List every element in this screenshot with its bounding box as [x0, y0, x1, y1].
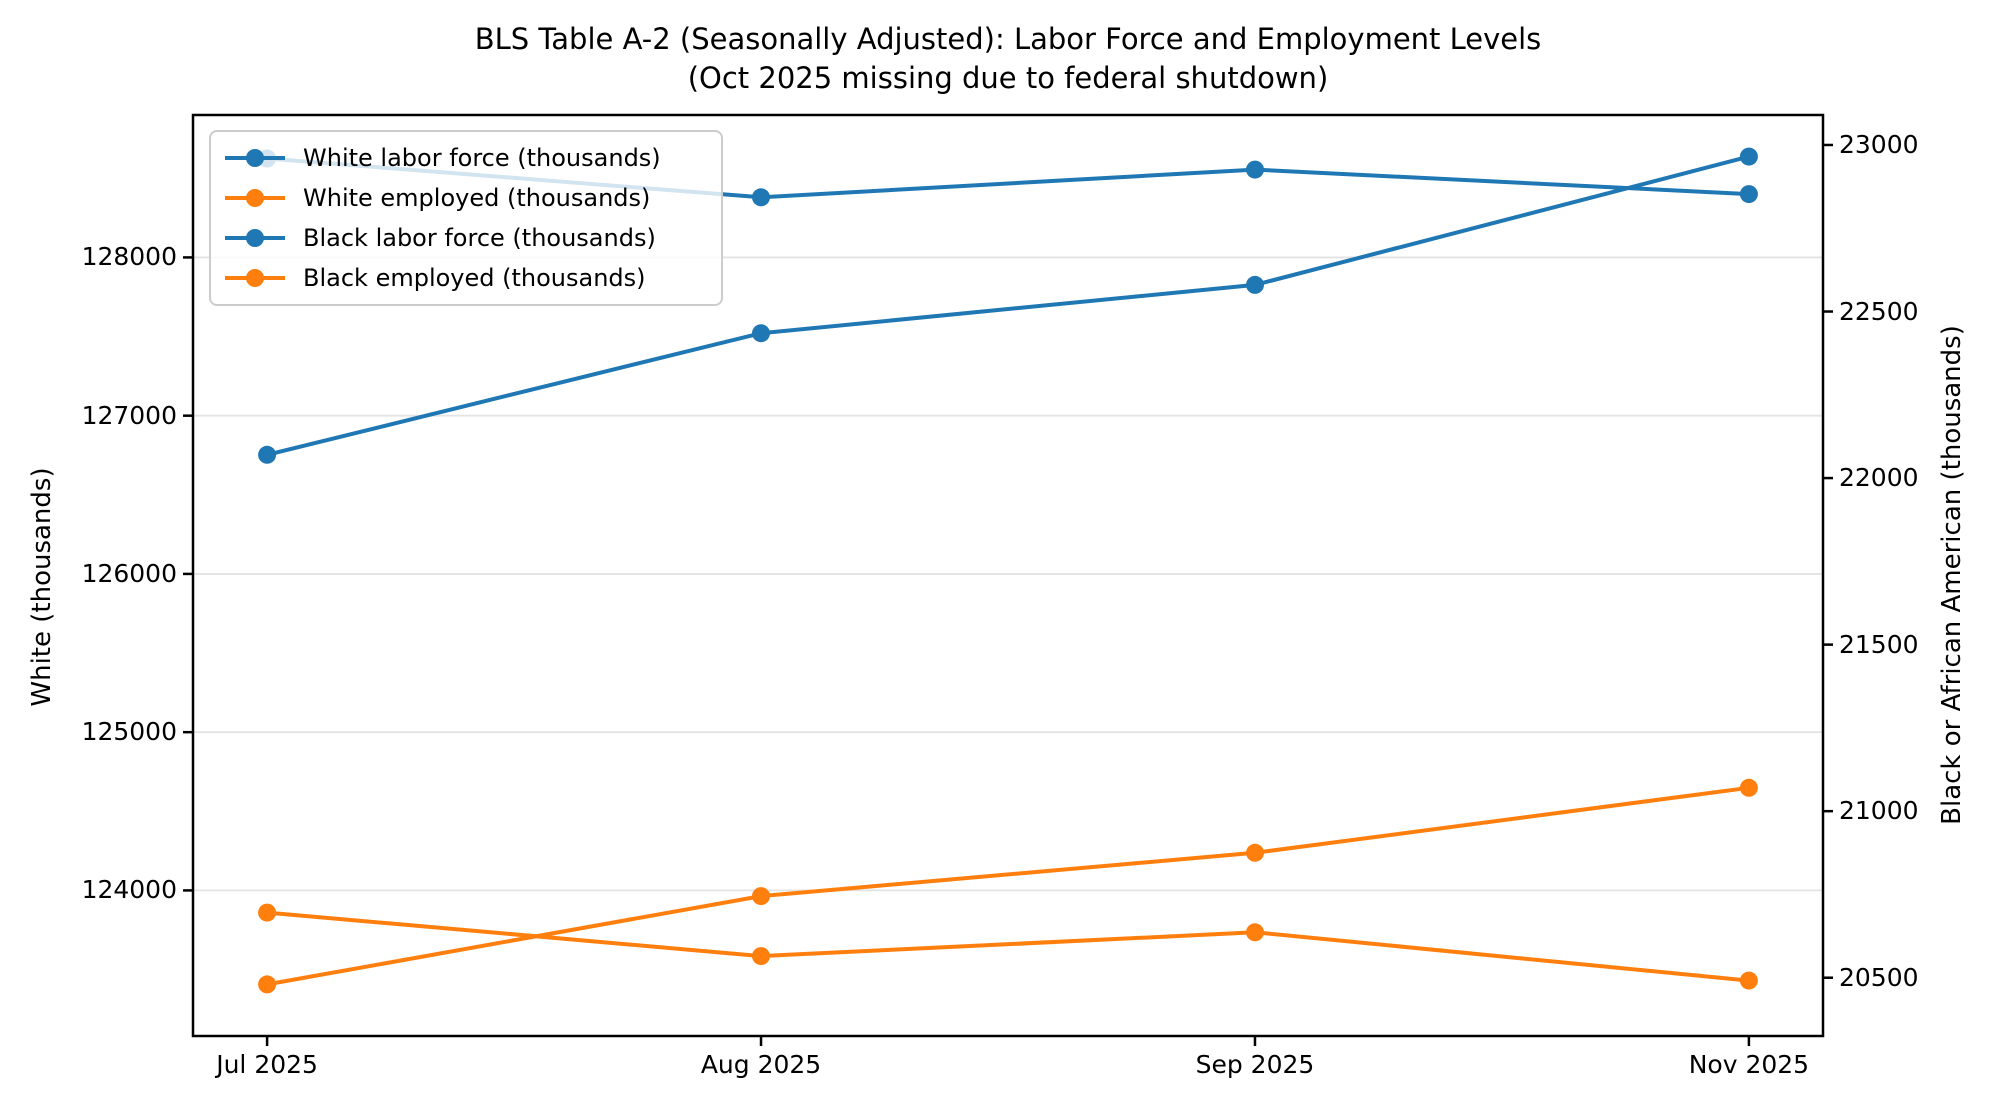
chart-title-line1: BLS Table A-2 (Seasonally Adjusted): Lab… [474, 22, 1542, 56]
y-left-tick-label: 124000 [81, 875, 177, 905]
legend-item-white-labor-force: White labor force (thousands) [223, 144, 709, 172]
legend-item-label: Black labor force (thousands) [303, 224, 656, 252]
series-line [265, 785, 1751, 987]
y-right-tick-label: 21500 [1839, 629, 1919, 659]
y-left-tick-label: 128000 [81, 242, 177, 272]
data-point-marker [258, 975, 277, 994]
x-tick-label: Aug 2025 [700, 1050, 822, 1079]
data-point-marker [1246, 923, 1264, 942]
data-point-marker [752, 188, 770, 207]
legend-item-label: Black employed (thousands) [303, 264, 646, 292]
data-point-marker [1739, 971, 1758, 990]
y-right-tick-label: 22500 [1839, 296, 1919, 326]
data-point-marker [1246, 843, 1264, 862]
legend-item-label: White employed (thousands) [303, 184, 651, 212]
y-right-tick-label: 23000 [1839, 129, 1919, 159]
data-point-marker [1246, 275, 1264, 294]
data-point-marker [258, 903, 277, 922]
y-right-tick-label: 20500 [1839, 962, 1919, 992]
y-left-tick-label: 127000 [81, 400, 177, 430]
data-point-marker [258, 445, 277, 464]
data-point-marker [1739, 778, 1758, 797]
data-point-marker [752, 324, 770, 343]
x-tick-label: Jul 2025 [216, 1050, 318, 1079]
y-left-tick-label: 125000 [81, 717, 177, 747]
legend-item-black-labor-force: Black labor force (thousands) [223, 224, 709, 252]
legend-line-marker-icon [225, 229, 285, 247]
legend-item-white-employed: White employed (thousands) [223, 184, 709, 212]
series-line [265, 154, 1751, 457]
series-line [265, 910, 1751, 983]
data-point-marker [752, 947, 770, 966]
y-left-tick-label: 126000 [81, 558, 177, 588]
y-right-tick-label: 21000 [1839, 796, 1919, 826]
legend-line-marker-icon [225, 269, 285, 287]
legend-item-label: White labor force (thousands) [303, 144, 661, 172]
legend-item-black-employed: Black employed (thousands) [223, 264, 709, 292]
data-point-marker [1739, 185, 1758, 204]
chart-title-line2: (Oct 2025 missing due to federal shutdow… [687, 61, 1329, 95]
x-tick-label: Sep 2025 [1195, 1050, 1315, 1079]
x-tick-label: Nov 2025 [1688, 1050, 1810, 1079]
data-point-marker [752, 887, 770, 906]
chart-title: BLS Table A-2 (Seasonally Adjusted): Lab… [193, 20, 1823, 98]
y-axis-label-right: Black or African American (thousands) [1937, 325, 1967, 825]
y-right-tick-label: 22000 [1839, 463, 1919, 493]
data-point-marker [1739, 147, 1758, 166]
legend-line-marker-icon [225, 149, 285, 167]
legend-line-marker-icon [225, 189, 285, 207]
legend: White labor force (thousands) White empl… [209, 130, 723, 306]
plot-border [191, 113, 1825, 1038]
data-point-marker [1246, 160, 1264, 179]
